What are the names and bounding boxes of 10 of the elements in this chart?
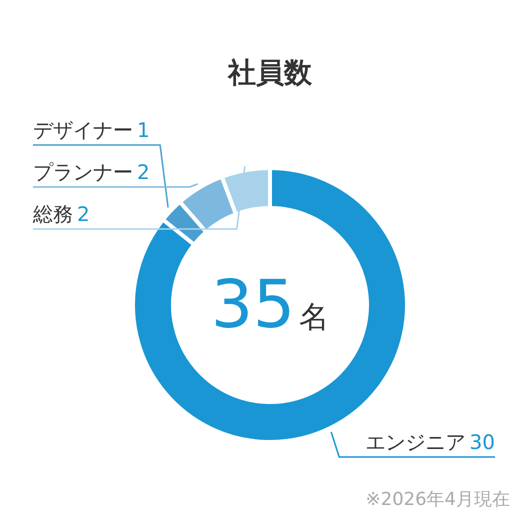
slice-label: 総務 <box>32 202 73 226</box>
data-label: 30 <box>470 430 495 454</box>
data-label: 2 <box>77 202 90 226</box>
chart-title: 社員数 <box>227 56 313 89</box>
slice-label: デザイナー <box>33 118 133 142</box>
data-label: 2 <box>137 160 150 184</box>
text: ※2026年4月現在 <box>366 489 510 510</box>
data-label: 1 <box>137 118 150 142</box>
slice-label: プランナー <box>33 160 133 184</box>
slice-label: エンジニア <box>366 430 466 454</box>
